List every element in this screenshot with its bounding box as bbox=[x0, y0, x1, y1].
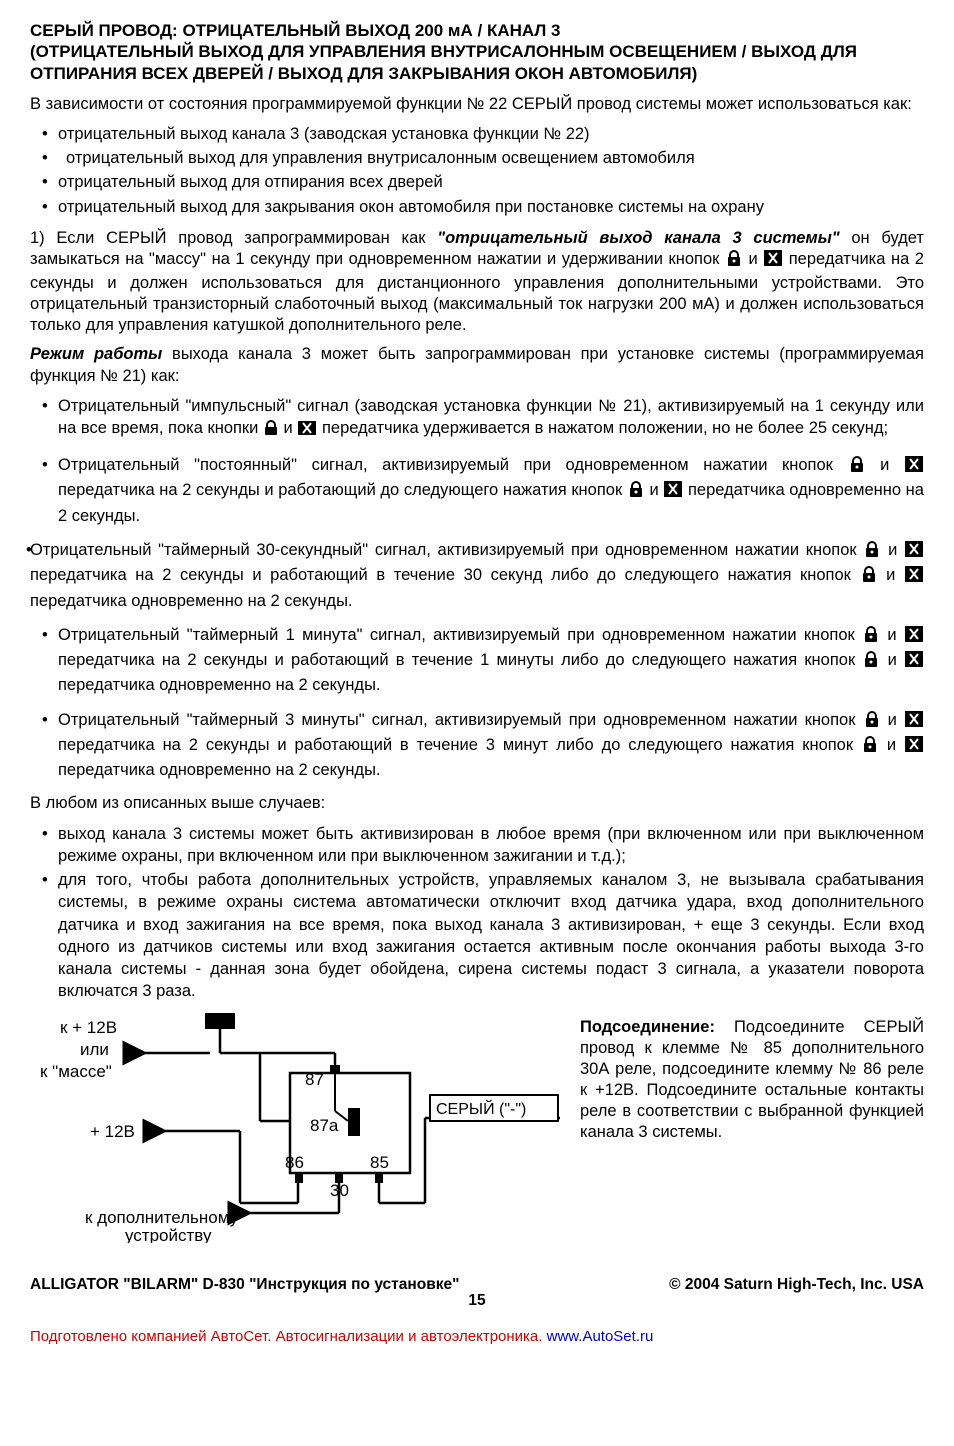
list-item: Отрицательный "таймерный 1 минута" сигна… bbox=[30, 624, 924, 697]
diagram-label: к + 12В bbox=[60, 1018, 117, 1037]
diagram-label: 86 bbox=[285, 1153, 304, 1172]
footer-right: © 2004 Saturn High-Tech, Inc. USA bbox=[669, 1276, 924, 1294]
star-box-icon bbox=[297, 420, 317, 442]
star-box-icon bbox=[904, 650, 924, 674]
diagram-row: к + 12В или к "массе" 87 bbox=[30, 1013, 924, 1248]
lock-icon bbox=[862, 650, 880, 674]
list-item: выход канала 3 системы может быть активи… bbox=[30, 823, 924, 868]
title-line-1: СЕРЫЙ ПРОВОД: ОТРИЦАТЕЛЬНЫЙ ВЫХОД 200 мА… bbox=[30, 21, 560, 40]
diagram-label: к "массе" bbox=[40, 1062, 112, 1081]
star-box-icon bbox=[763, 249, 783, 273]
page-title: СЕРЫЙ ПРОВОД: ОТРИЦАТЕЛЬНЫЙ ВЫХОД 200 мА… bbox=[30, 20, 924, 84]
lock-icon bbox=[860, 565, 878, 589]
list-item: Отрицательный "таймерный 3 минуты" сигна… bbox=[30, 709, 924, 782]
lock-icon bbox=[627, 480, 645, 504]
lock-icon bbox=[848, 455, 866, 479]
lock-icon bbox=[863, 710, 881, 734]
list-item: отрицательный выход канала 3 (заводская … bbox=[30, 123, 924, 145]
bottom-line: Подготовлено компанией АвтоСет. Автосигн… bbox=[30, 1328, 924, 1345]
star-box-icon bbox=[663, 480, 683, 504]
intro-paragraph: В зависимости от состояния программируем… bbox=[30, 94, 924, 115]
lock-icon bbox=[861, 735, 879, 759]
mode-intro-paragraph: Режим работы выхода канала 3 может быть … bbox=[30, 344, 924, 386]
lock-icon bbox=[862, 625, 880, 649]
diagram-label: + 12В bbox=[90, 1122, 135, 1141]
lock-icon bbox=[863, 540, 881, 564]
connection-paragraph: Подсоединение: Подсоедините СЕРЫЙ провод… bbox=[580, 1013, 924, 1144]
section-1-paragraph: 1) Если СЕРЫЙ провод запрограммирован ка… bbox=[30, 228, 924, 337]
star-box-icon bbox=[904, 565, 924, 589]
star-box-icon bbox=[904, 710, 924, 734]
diagram-label: 87 bbox=[305, 1070, 324, 1089]
mode-bullet-list: Отрицательный "импульсный" сигнал (завод… bbox=[30, 395, 924, 782]
footer-left: ALLIGATOR "BILARM" D-830 "Инструкция по … bbox=[30, 1276, 459, 1294]
list-item: Отрицательный "импульсный" сигнал (завод… bbox=[30, 395, 924, 443]
title-line-2: (ОТРИЦАТЕЛЬНЫЙ ВЫХОД ДЛЯ УПРАВЛЕНИЯ ВНУТ… bbox=[30, 42, 857, 82]
any-case-intro: В любом из описанных выше случаев: bbox=[30, 793, 924, 814]
star-box-icon bbox=[904, 625, 924, 649]
bottom-link[interactable]: www.AutoSet.ru bbox=[547, 1328, 654, 1345]
list-item: отрицательный выход для закрывания окон … bbox=[30, 196, 924, 218]
list-item: Отрицательный "постоянный" сигнал, актив… bbox=[30, 454, 924, 527]
relay-diagram: к + 12В или к "массе" 87 bbox=[30, 1013, 560, 1248]
page: СЕРЫЙ ПРОВОД: ОТРИЦАТЕЛЬНЫЙ ВЫХОД 200 мА… bbox=[0, 0, 954, 1365]
intro-bullet-list: отрицательный выход канала 3 (заводская … bbox=[30, 123, 924, 218]
list-item: отрицательный выход для управления внутр… bbox=[30, 147, 924, 169]
lock-icon bbox=[263, 420, 279, 442]
diagram-label: или bbox=[80, 1040, 109, 1059]
star-box-icon bbox=[904, 735, 924, 759]
list-item: Отрицательный "таймерный 30-секундный" с… bbox=[14, 539, 924, 612]
any-case-bullet-list: выход канала 3 системы может быть активи… bbox=[30, 823, 924, 1003]
star-box-icon bbox=[904, 455, 924, 479]
lock-icon bbox=[725, 249, 743, 273]
list-item: отрицательный выход для отпирания всех д… bbox=[30, 171, 924, 193]
diagram-label: 85 bbox=[370, 1153, 389, 1172]
star-box-icon bbox=[904, 540, 924, 564]
diagram-svg: к + 12В или к "массе" 87 bbox=[30, 1013, 560, 1243]
diagram-label: СЕРЫЙ ("-") bbox=[436, 1099, 526, 1118]
diagram-label: 87a bbox=[310, 1116, 339, 1135]
diagram-label: устройству bbox=[125, 1226, 212, 1243]
list-item: для того, чтобы работа дополнительных ус… bbox=[30, 869, 924, 1003]
page-number: 15 bbox=[30, 1292, 924, 1310]
diagram-label: к дополнительному bbox=[85, 1208, 239, 1227]
bottom-red-text: Подготовлено компанией АвтоСет. Автосигн… bbox=[30, 1328, 547, 1345]
